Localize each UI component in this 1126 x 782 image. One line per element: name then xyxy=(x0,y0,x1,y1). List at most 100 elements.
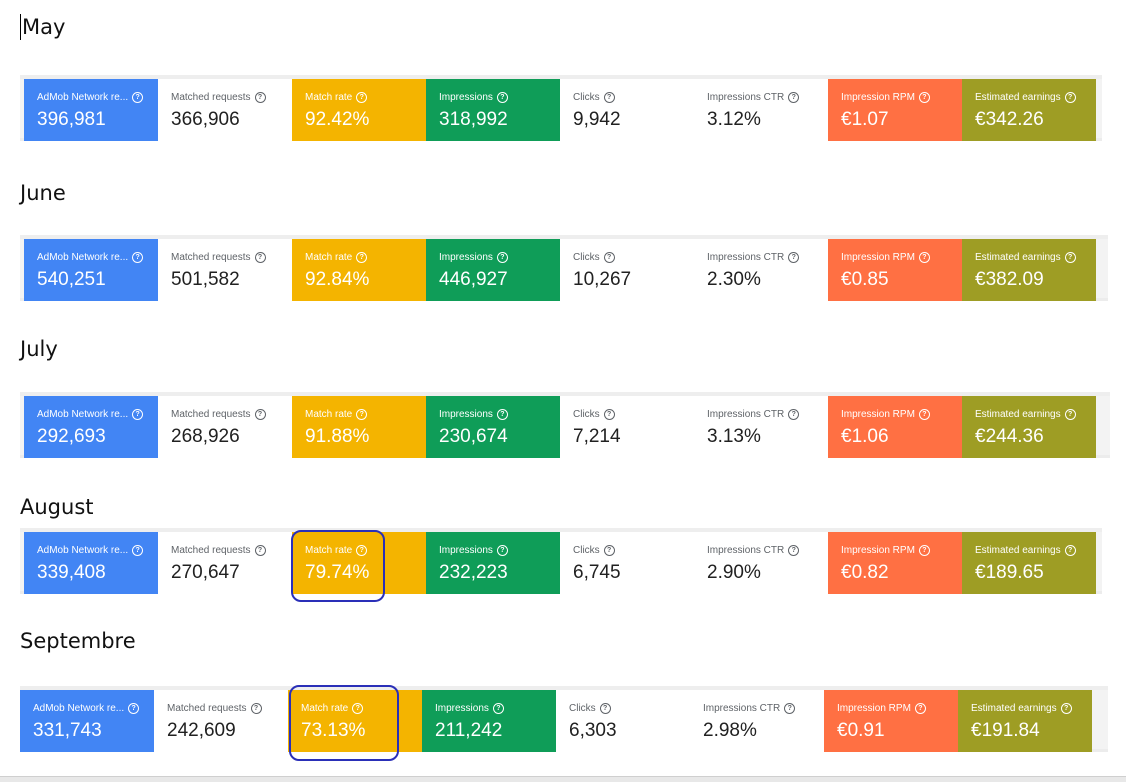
estimated-earnings-card[interactable]: Estimated earnings? €244.36 xyxy=(962,396,1096,458)
help-icon[interactable]: ? xyxy=(254,92,266,103)
impressions-ctr-card[interactable]: Impressions CTR? 3.13% xyxy=(694,396,828,458)
help-icon[interactable]: ? xyxy=(784,703,796,714)
help-icon[interactable]: ? xyxy=(132,409,144,420)
impressions-ctr-card[interactable]: Impressions CTR? 2.98% xyxy=(690,690,824,752)
match-rate-card[interactable]: Match rate? 92.42% xyxy=(292,79,426,141)
help-icon[interactable]: ? xyxy=(1064,545,1076,556)
estimated-earnings-card[interactable]: Estimated earnings? €382.09 xyxy=(962,239,1096,301)
clicks-card[interactable]: Clicks? 10,267 xyxy=(560,239,694,301)
help-icon[interactable]: ? xyxy=(496,409,508,420)
help-icon[interactable]: ? xyxy=(254,409,266,420)
help-icon[interactable]: ? xyxy=(603,252,615,263)
help-icon[interactable]: ? xyxy=(1064,409,1076,420)
match-rate-card[interactable]: Match rate? 79.74% xyxy=(292,532,426,594)
estimated-earnings-card[interactable]: Estimated earnings? €189.65 xyxy=(962,532,1096,594)
help-icon[interactable]: ? xyxy=(254,545,266,556)
match-rate-card[interactable]: Match rate? 92.84% xyxy=(292,239,426,301)
help-icon[interactable]: ? xyxy=(918,252,930,263)
admob-network-requests-card[interactable]: AdMob Network re...? 396,981 xyxy=(24,79,158,141)
clicks-label: Clicks xyxy=(573,409,600,420)
clicks-card[interactable]: Clicks? 6,303 xyxy=(556,690,690,752)
admob-network-requests-card[interactable]: AdMob Network re...? 540,251 xyxy=(24,239,158,301)
help-icon[interactable]: ? xyxy=(356,545,368,556)
impressions-ctr-card[interactable]: Impressions CTR? 2.30% xyxy=(694,239,828,301)
estimated-earnings-label: Estimated earnings xyxy=(975,545,1061,556)
clicks-card[interactable]: Clicks? 7,214 xyxy=(560,396,694,458)
help-icon[interactable]: ? xyxy=(788,409,800,420)
estimated-earnings-card[interactable]: Estimated earnings? €342.26 xyxy=(962,79,1096,141)
matched-requests-card[interactable]: Matched requests? 501,582 xyxy=(158,239,292,301)
impression-rpm-label-row: Impression RPM? xyxy=(841,545,962,556)
help-icon[interactable]: ? xyxy=(1064,252,1076,263)
help-icon[interactable]: ? xyxy=(496,545,508,556)
estimated-earnings-card[interactable]: Estimated earnings? €191.84 xyxy=(958,690,1092,752)
help-icon[interactable]: ? xyxy=(356,92,368,103)
impressions-label-row: Impressions? xyxy=(439,92,560,103)
help-icon[interactable]: ? xyxy=(492,703,504,714)
impression-rpm-label-row: Impression RPM? xyxy=(841,92,962,103)
impressions-ctr-card[interactable]: Impressions CTR? 2.90% xyxy=(694,532,828,594)
help-icon[interactable]: ? xyxy=(128,703,140,714)
admob-network-requests-value: 396,981 xyxy=(37,109,106,130)
impressions-card[interactable]: Impressions? 232,223 xyxy=(426,532,560,594)
matched-requests-card[interactable]: Matched requests? 366,906 xyxy=(158,79,292,141)
help-icon[interactable]: ? xyxy=(1064,92,1076,103)
clicks-label: Clicks xyxy=(573,545,600,556)
help-icon[interactable]: ? xyxy=(603,92,615,103)
impression-rpm-card[interactable]: Impression RPM? €0.85 xyxy=(828,239,962,301)
help-icon[interactable]: ? xyxy=(914,703,926,714)
help-icon[interactable]: ? xyxy=(496,92,508,103)
impressions-ctr-label-row: Impressions CTR? xyxy=(707,409,828,420)
help-icon[interactable]: ? xyxy=(132,92,144,103)
impression-rpm-card[interactable]: Impression RPM? €1.06 xyxy=(828,396,962,458)
help-icon[interactable]: ? xyxy=(250,703,262,714)
help-icon[interactable]: ? xyxy=(603,409,615,420)
impressions-card[interactable]: Impressions? 318,992 xyxy=(426,79,560,141)
help-icon[interactable]: ? xyxy=(132,252,144,263)
impressions-card[interactable]: Impressions? 211,242 xyxy=(422,690,556,752)
estimated-earnings-label: Estimated earnings xyxy=(971,703,1057,714)
impressions-card[interactable]: Impressions? 230,674 xyxy=(426,396,560,458)
impressions-card[interactable]: Impressions? 446,927 xyxy=(426,239,560,301)
admob-network-requests-card[interactable]: AdMob Network re...? 292,693 xyxy=(24,396,158,458)
clicks-card[interactable]: Clicks? 6,745 xyxy=(560,532,694,594)
clicks-card[interactable]: Clicks? 9,942 xyxy=(560,79,694,141)
impressions-value: 211,242 xyxy=(435,720,503,741)
help-icon[interactable]: ? xyxy=(254,252,266,263)
match-rate-card[interactable]: Match rate? 73.13% xyxy=(288,690,422,752)
impressions-value: 230,674 xyxy=(439,426,508,447)
impression-rpm-card[interactable]: Impression RPM? €0.82 xyxy=(828,532,962,594)
help-icon[interactable]: ? xyxy=(603,545,615,556)
help-icon[interactable]: ? xyxy=(1060,703,1072,714)
clicks-value: 6,303 xyxy=(569,720,617,741)
help-icon[interactable]: ? xyxy=(352,703,364,714)
matched-requests-card[interactable]: Matched requests? 242,609 xyxy=(154,690,288,752)
impression-rpm-card[interactable]: Impression RPM? €1.07 xyxy=(828,79,962,141)
match-rate-value: 79.74% xyxy=(305,562,370,583)
impression-rpm-card[interactable]: Impression RPM? €0.91 xyxy=(824,690,958,752)
help-icon[interactable]: ? xyxy=(788,92,800,103)
impressions-label-row: Impressions? xyxy=(439,252,560,263)
help-icon[interactable]: ? xyxy=(788,252,800,263)
help-icon[interactable]: ? xyxy=(356,409,368,420)
help-icon[interactable]: ? xyxy=(599,703,611,714)
help-icon[interactable]: ? xyxy=(918,409,930,420)
matched-requests-card[interactable]: Matched requests? 270,647 xyxy=(158,532,292,594)
help-icon[interactable]: ? xyxy=(918,92,930,103)
match-rate-label: Match rate xyxy=(305,252,353,263)
help-icon[interactable]: ? xyxy=(496,252,508,263)
admob-network-requests-label-row: AdMob Network re...? xyxy=(37,92,158,103)
matched-requests-label-row: Matched requests? xyxy=(171,409,292,420)
impressions-ctr-card[interactable]: Impressions CTR? 3.12% xyxy=(694,79,828,141)
match-rate-card[interactable]: Match rate? 91.88% xyxy=(292,396,426,458)
match-rate-label-row: Match rate? xyxy=(301,703,422,714)
admob-network-requests-card[interactable]: AdMob Network re...? 339,408 xyxy=(24,532,158,594)
impressions-ctr-label: Impressions CTR xyxy=(707,409,785,420)
help-icon[interactable]: ? xyxy=(132,545,144,556)
help-icon[interactable]: ? xyxy=(356,252,368,263)
admob-network-requests-card[interactable]: AdMob Network re...? 331,743 xyxy=(20,690,154,752)
help-icon[interactable]: ? xyxy=(918,545,930,556)
match-rate-label-row: Match rate? xyxy=(305,252,426,263)
help-icon[interactable]: ? xyxy=(788,545,800,556)
matched-requests-card[interactable]: Matched requests? 268,926 xyxy=(158,396,292,458)
